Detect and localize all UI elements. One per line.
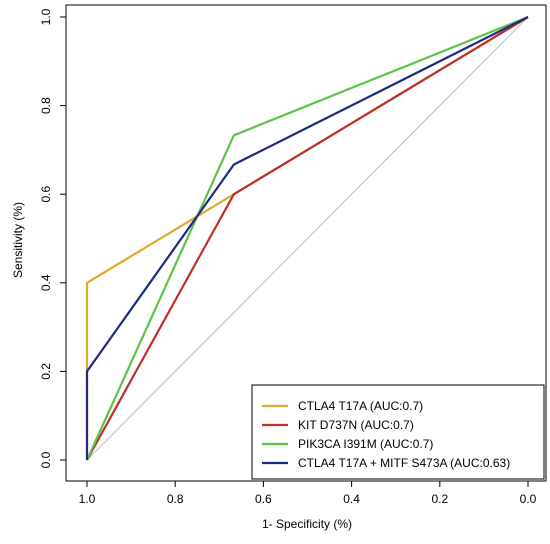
roc-curve-3 <box>85 15 529 461</box>
legend-label: KIT D737N (AUC:0.7) <box>298 418 414 432</box>
y-axis-title: Sensitivity (%) <box>11 202 25 278</box>
legend-label: PIK3CA I391M (AUC:0.7) <box>298 437 433 451</box>
x-axis-title: 1- Specificity (%) <box>262 517 352 531</box>
y-tick-label: 0.0 <box>39 451 53 468</box>
x-tick-label: 0.8 <box>167 492 184 506</box>
y-tick-label: 0.4 <box>39 274 53 291</box>
reference-line <box>86 16 529 461</box>
x-tick-label: 0.6 <box>255 492 272 506</box>
reference-diagonal <box>86 16 529 461</box>
x-tick-label: 0.2 <box>431 492 448 506</box>
y-tick-label: 0.6 <box>39 186 53 203</box>
legend: CTLA4 T17A (AUC:0.7) KIT D737N (AUC:0.7) P… <box>251 384 545 480</box>
roc-curve-2 <box>86 16 529 461</box>
legend-label: CTLA4 T17A + MITF S473A (AUC:0.63) <box>298 456 510 470</box>
y-tick-label: 0.8 <box>39 97 53 114</box>
x-tick-label: 1.0 <box>79 492 96 506</box>
roc-curve-4 <box>85 16 529 460</box>
y-tick-label: 0.2 <box>39 363 53 380</box>
roc-curves <box>85 15 529 461</box>
x-axis: 1.0 0.8 0.6 0.4 0.2 0.0 <box>79 480 537 506</box>
y-tick-label: 1.0 <box>39 8 53 25</box>
legend-label: CTLA4 T17A (AUC:0.7) <box>298 399 423 413</box>
legend-box <box>251 384 545 480</box>
x-tick-label: 0.4 <box>343 492 360 506</box>
y-axis: 0.0 0.2 0.4 0.6 0.8 1.0 <box>39 8 67 468</box>
x-tick-label: 0.0 <box>520 492 537 506</box>
